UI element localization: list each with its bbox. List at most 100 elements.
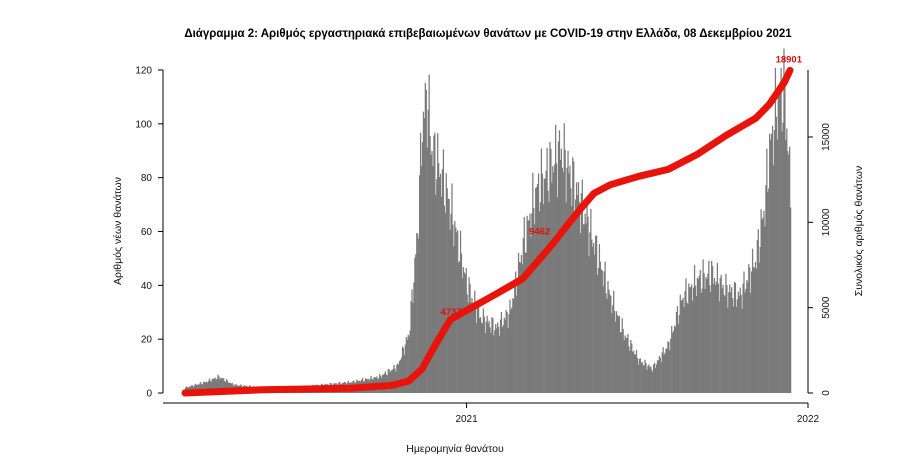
y-tick-label: 60 — [141, 227, 153, 238]
bar — [613, 290, 615, 393]
y2-tick-label: 10000 — [821, 208, 832, 236]
bar — [714, 284, 717, 393]
bar — [513, 299, 515, 393]
bar — [477, 304, 480, 393]
bar — [507, 328, 509, 393]
bar — [606, 298, 608, 393]
bar — [547, 190, 549, 393]
bar — [657, 360, 660, 393]
bar — [700, 292, 702, 393]
bar — [766, 148, 768, 393]
bar — [636, 358, 639, 393]
bar — [688, 283, 690, 393]
bar — [614, 310, 616, 393]
bar — [637, 364, 640, 393]
bar — [415, 254, 417, 393]
bar — [444, 212, 446, 393]
bar — [434, 132, 436, 393]
bar — [441, 169, 444, 393]
bar — [605, 293, 607, 393]
bar — [516, 295, 518, 393]
bar — [562, 172, 564, 393]
bar — [669, 350, 671, 393]
bar — [467, 302, 469, 393]
bar — [780, 68, 782, 394]
bar — [390, 370, 392, 393]
bar — [436, 179, 438, 393]
bar — [624, 335, 626, 393]
bar — [218, 376, 220, 393]
bar — [478, 318, 481, 393]
bar — [213, 378, 215, 393]
bar — [391, 370, 393, 393]
bar — [648, 364, 650, 393]
bar — [626, 337, 628, 393]
bar — [221, 378, 223, 393]
bar — [717, 283, 719, 393]
bar — [505, 309, 507, 393]
bar — [387, 369, 389, 393]
bar — [452, 224, 454, 393]
bar — [496, 328, 498, 393]
bar — [676, 306, 679, 393]
bar — [785, 139, 787, 393]
bar — [413, 282, 415, 393]
bar — [439, 173, 442, 393]
bar — [437, 133, 439, 394]
bar — [589, 232, 591, 393]
bar — [424, 82, 426, 394]
bar — [764, 226, 766, 393]
bar — [687, 303, 689, 393]
bar — [662, 347, 664, 393]
bar — [595, 235, 598, 393]
bar — [576, 195, 579, 393]
bar — [400, 357, 403, 393]
bar — [199, 383, 201, 393]
bar — [417, 233, 419, 393]
bar — [735, 306, 738, 393]
bar — [225, 379, 228, 393]
bar — [771, 125, 774, 394]
bar — [491, 317, 493, 393]
bar — [487, 323, 489, 393]
bar — [693, 264, 696, 393]
bar — [755, 268, 758, 393]
y2-tick-label: 0 — [821, 390, 832, 396]
bar — [787, 151, 789, 393]
bar — [631, 343, 633, 393]
bar — [399, 360, 401, 393]
bar — [438, 176, 441, 393]
bar — [650, 366, 652, 393]
bar — [466, 294, 468, 393]
bar — [661, 352, 663, 393]
bar — [203, 381, 205, 393]
bar — [729, 284, 731, 393]
bar — [586, 205, 588, 393]
bar — [451, 183, 453, 393]
bar — [627, 334, 629, 393]
bar — [393, 364, 395, 393]
bar — [609, 294, 611, 393]
bar — [769, 133, 771, 393]
bar — [503, 317, 505, 393]
bar — [388, 369, 390, 393]
bar — [392, 369, 394, 393]
bar — [575, 199, 577, 393]
bar — [489, 327, 491, 393]
bar — [541, 173, 543, 393]
bar — [545, 170, 547, 393]
bar — [463, 272, 465, 393]
bar — [474, 290, 476, 393]
bar — [672, 332, 674, 393]
bar — [571, 206, 573, 393]
bar — [649, 367, 651, 393]
bar — [719, 277, 721, 393]
bar — [194, 383, 196, 393]
bar — [777, 90, 779, 394]
bar — [763, 210, 765, 393]
bar — [694, 285, 697, 393]
bar — [783, 48, 785, 394]
bar — [752, 267, 755, 393]
bar — [617, 316, 620, 393]
bar — [723, 294, 725, 393]
